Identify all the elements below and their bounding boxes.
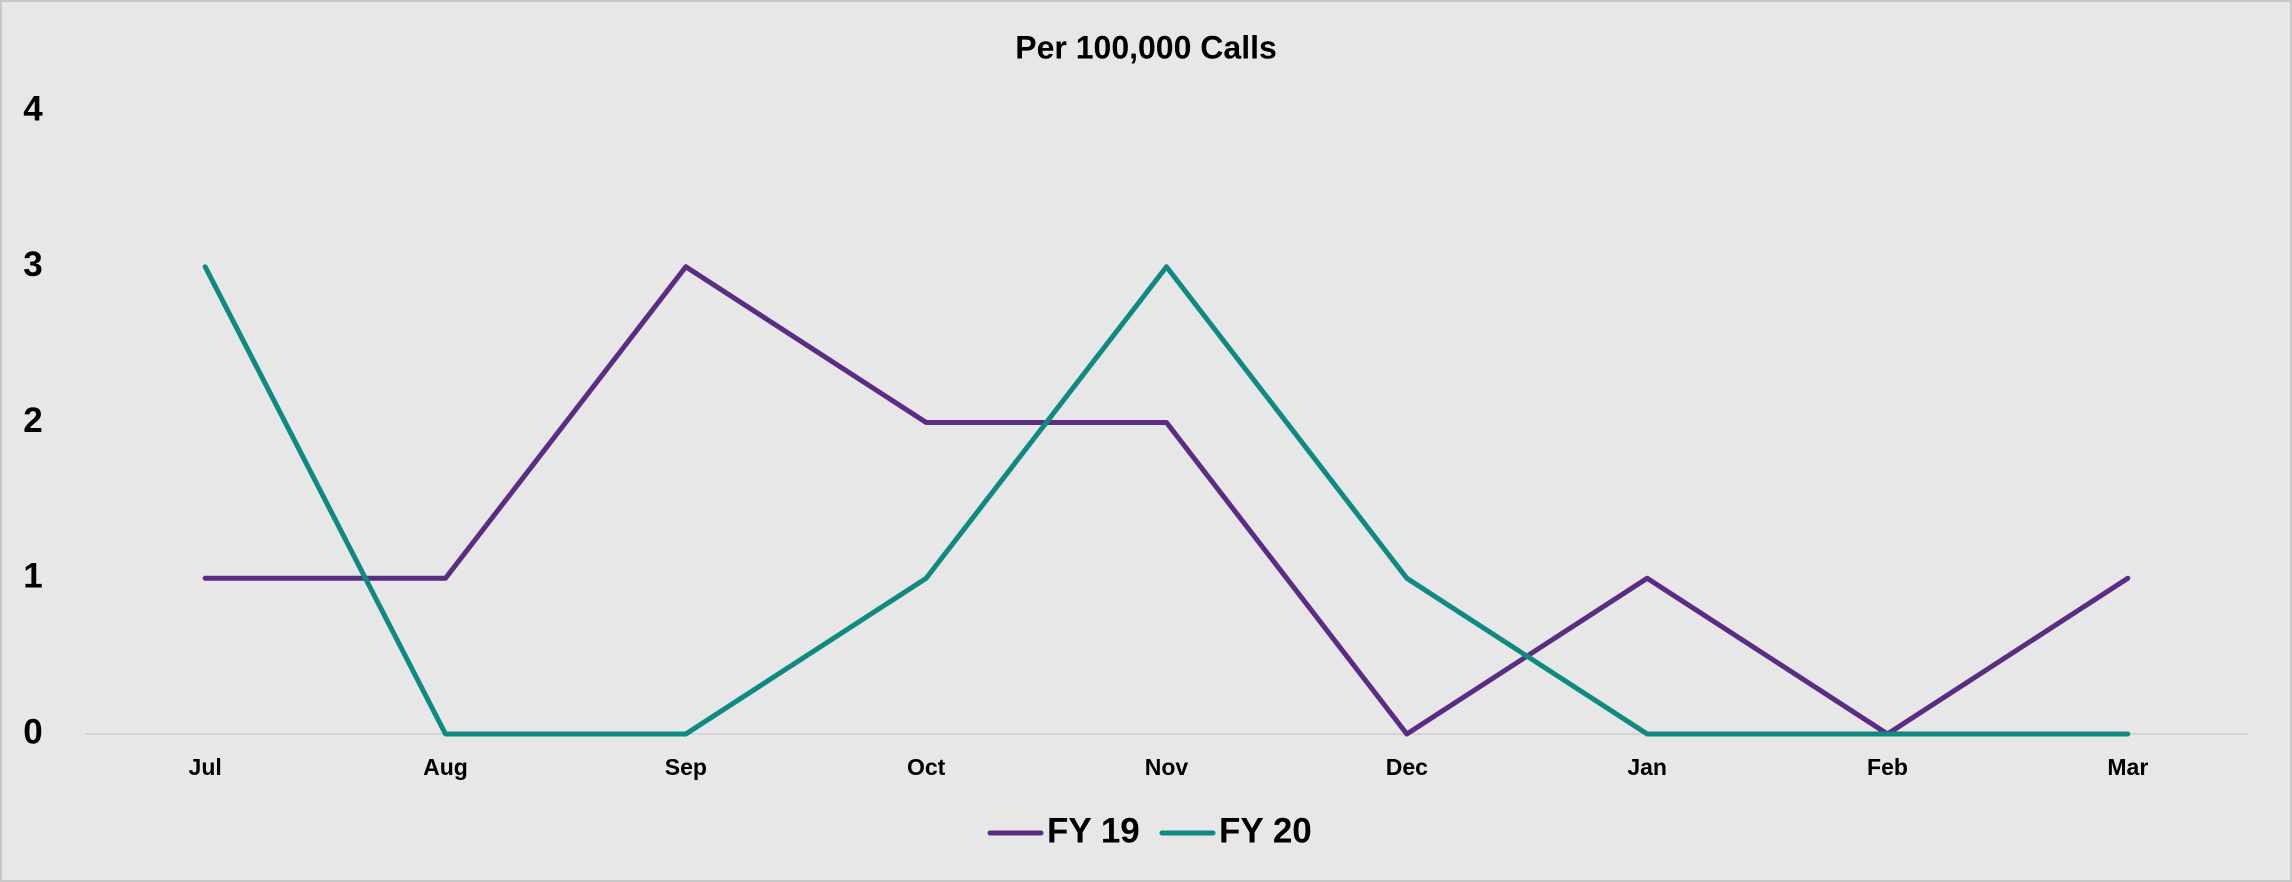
x-tick-label: Feb bbox=[1867, 754, 1908, 780]
y-tick-label: 4 bbox=[23, 89, 43, 128]
x-tick-label: Jan bbox=[1627, 754, 1667, 780]
x-tick-label: Dec bbox=[1386, 754, 1428, 780]
chart-title: Per 100,000 Calls bbox=[1015, 29, 1277, 65]
x-tick-label: Oct bbox=[907, 754, 946, 780]
y-tick-label: 3 bbox=[23, 245, 42, 284]
legend-label: FY 19 bbox=[1047, 811, 1140, 850]
data-line bbox=[202, 264, 2131, 737]
x-tick-label: Jul bbox=[189, 754, 222, 780]
x-tick-label: Mar bbox=[2107, 754, 2148, 780]
legend-label: FY 20 bbox=[1219, 811, 1312, 850]
y-tick-label: 1 bbox=[23, 557, 42, 596]
y-tick-label: 2 bbox=[23, 401, 42, 440]
x-tick-label: Aug bbox=[423, 754, 468, 780]
x-tick-label: Nov bbox=[1145, 754, 1189, 780]
y-tick-label: 0 bbox=[23, 712, 42, 751]
x-tick-label: Sep bbox=[665, 754, 707, 780]
data-line bbox=[202, 264, 2131, 737]
